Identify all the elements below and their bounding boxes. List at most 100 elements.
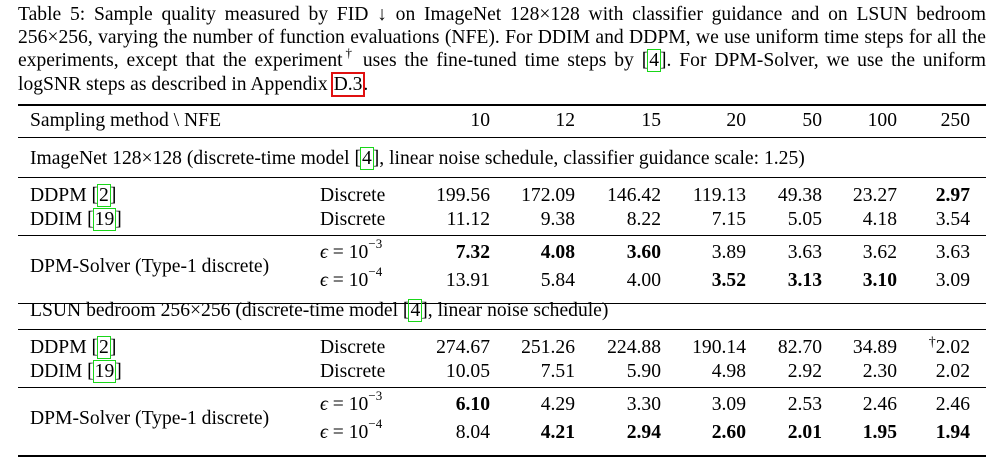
section-title: LSUN bedroom 256×256 (discrete-time mode… — [30, 299, 608, 323]
caption-text: . — [363, 73, 369, 95]
epsilon-exponent: −4 — [368, 416, 383, 432]
table-cell: 3.63 — [787, 242, 822, 263]
table-cell: 1.94 — [935, 422, 970, 443]
table-cell: 49.38 — [777, 185, 822, 206]
table-cell: 100 — [867, 110, 897, 131]
method-name: DDPM [2] — [30, 336, 116, 360]
epsilon-value: = 10 — [327, 270, 369, 291]
table-rule — [18, 387, 986, 388]
time-type: Discrete — [320, 209, 386, 230]
epsilon-symbol: ϵ — [320, 242, 328, 263]
section-title-text: LSUN bedroom 256×256 (discrete-time mode… — [30, 300, 410, 321]
table-cell: 7.32 — [455, 242, 490, 263]
table-cell: 23.27 — [852, 185, 897, 206]
table-cell: 5.84 — [540, 270, 575, 291]
table-cell: 274.67 — [436, 337, 490, 358]
table-cell: 20 — [726, 110, 746, 131]
method-label: ] — [115, 361, 122, 382]
epsilon-setting: ϵ = 10−3 — [320, 237, 382, 265]
method-name: DDIM [19] — [30, 208, 122, 232]
table-cell: 3.09 — [935, 270, 970, 291]
epsilon-value: = 10 — [327, 422, 369, 443]
table-cell: 3.89 — [711, 242, 746, 263]
dagger-mark: † — [342, 44, 355, 60]
citation-link[interactable]: 2 — [97, 336, 111, 359]
table-cell: 2.53 — [787, 394, 822, 415]
table-caption: Table 5: Sample quality measured by FID … — [18, 3, 986, 97]
table-cell: 8.22 — [626, 209, 661, 230]
solver-name: DPM-Solver (Type-1 discrete) — [30, 256, 270, 277]
table-cell: 4.00 — [626, 270, 661, 291]
table-cell: 3.10 — [862, 270, 897, 291]
citation-link[interactable]: 19 — [92, 208, 117, 231]
table-cell: 4.08 — [540, 242, 575, 263]
table-cell: 10.05 — [445, 361, 490, 382]
table-cell: 2.46 — [935, 394, 970, 415]
table-cell: 3.60 — [626, 242, 661, 263]
table-rule — [18, 329, 986, 330]
citation-link[interactable]: 2 — [97, 184, 111, 207]
table-cell: 2.01 — [787, 422, 822, 443]
table-cell: 15 — [641, 110, 661, 131]
epsilon-setting: ϵ = 10−4 — [320, 265, 382, 293]
column-header-method: Sampling method \ NFE — [30, 110, 222, 131]
table-rule — [18, 177, 986, 178]
epsilon-symbol: ϵ — [320, 270, 328, 291]
table-cell: 3.13 — [787, 270, 822, 291]
table-cell: 2.97 — [935, 185, 970, 206]
epsilon-exponent: −3 — [368, 236, 383, 252]
table-cell: 3.54 — [935, 209, 970, 230]
table-rule — [18, 303, 986, 304]
table-cell: 7.51 — [540, 361, 575, 382]
method-label: DDPM [ — [30, 337, 99, 358]
table-cell: 4.29 — [540, 394, 575, 415]
citation-link[interactable]: 4 — [647, 49, 661, 73]
caption-text: ]. For DPM-Solver, we use the uniform lo… — [18, 50, 986, 95]
epsilon-setting: ϵ = 10−3 — [320, 389, 382, 417]
table-rule — [18, 137, 986, 138]
table-cell: 11.12 — [446, 209, 490, 230]
method-label: DDIM [ — [30, 209, 94, 230]
citation-link[interactable]: 4 — [360, 147, 374, 170]
section-title-text: ], linear noise schedule, classifier gui… — [372, 148, 805, 169]
citation-link[interactable]: 19 — [92, 360, 117, 383]
section-title: ImageNet 128×128 (discrete-time model [4… — [30, 147, 805, 171]
method-name: DDIM [19] — [30, 360, 122, 384]
table-cell: 2.46 — [862, 394, 897, 415]
table-cell: 2.94 — [626, 422, 661, 443]
table-cell: 9.38 — [540, 209, 575, 230]
epsilon-exponent: −4 — [368, 264, 383, 280]
table-cell: †2.02 — [928, 335, 970, 358]
table-cell: 5.05 — [787, 209, 822, 230]
solver-name: DPM-Solver (Type-1 discrete) — [30, 408, 270, 429]
caption-text: Table 5: Sample quality measured by FID … — [18, 4, 986, 72]
table-cell: 250 — [940, 110, 970, 131]
section-title-text: ImageNet 128×128 (discrete-time model [ — [30, 148, 361, 169]
table-cell: 34.89 — [852, 337, 897, 358]
table-rule — [18, 104, 986, 106]
caption-text: uses the fine-tuned time steps by [ — [355, 50, 649, 72]
table-rule — [18, 455, 986, 457]
table-cell: 4.21 — [540, 422, 575, 443]
method-label: DDPM [ — [30, 185, 99, 206]
table-cell: 224.88 — [607, 337, 661, 358]
citation-link[interactable]: 4 — [408, 299, 423, 322]
table-cell: 119.13 — [692, 185, 746, 206]
table-rule — [18, 235, 986, 236]
method-label: DDIM [ — [30, 361, 94, 382]
table-cell: 8.04 — [455, 422, 490, 443]
table-cell: 2.30 — [862, 361, 897, 382]
dagger-mark: † — [928, 335, 936, 350]
epsilon-exponent: −3 — [368, 388, 383, 404]
time-type: Discrete — [320, 361, 386, 382]
table-cell: 3.52 — [711, 270, 746, 291]
table-cell: 190.14 — [692, 337, 746, 358]
table-cell: 172.09 — [521, 185, 575, 206]
table-cell: 3.30 — [626, 394, 661, 415]
table-cell: 6.10 — [455, 394, 490, 415]
table-cell: 3.09 — [711, 394, 746, 415]
epsilon-setting: ϵ = 10−4 — [320, 417, 382, 445]
table-cell: 1.95 — [862, 422, 897, 443]
appendix-link[interactable]: D.3 — [330, 71, 366, 97]
epsilon-symbol: ϵ — [320, 422, 328, 443]
